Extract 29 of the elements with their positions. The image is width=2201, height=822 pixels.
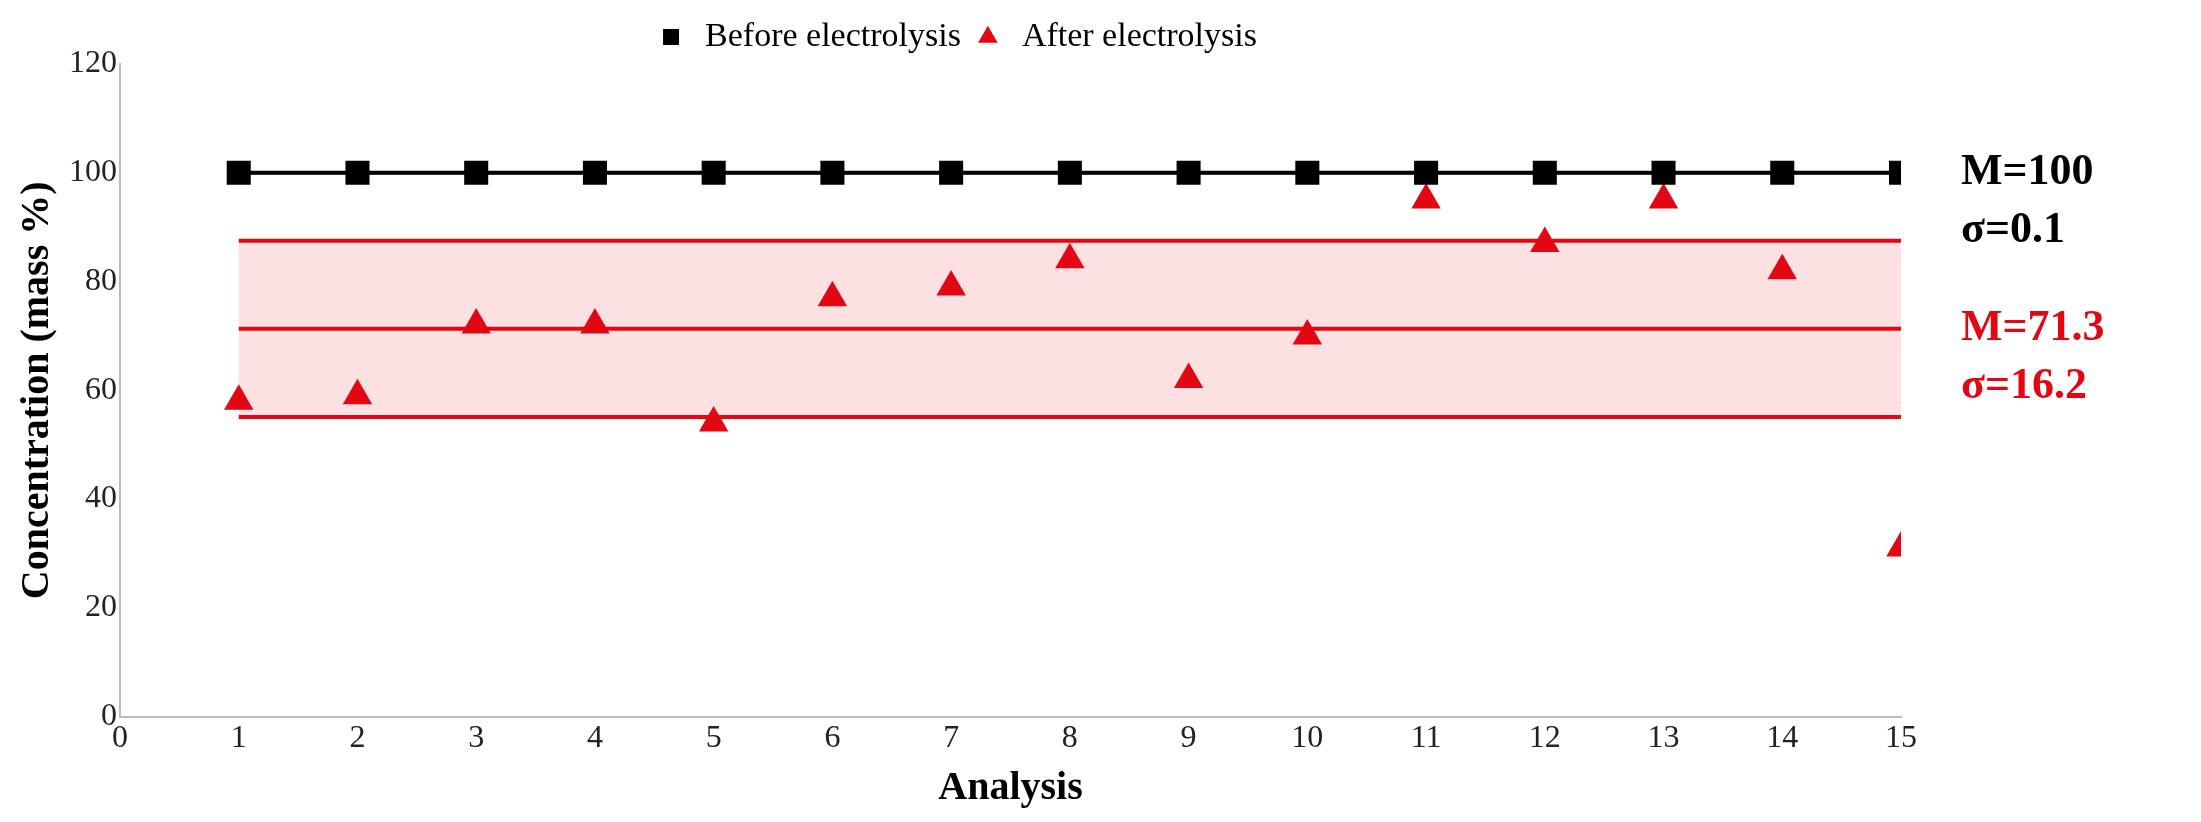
x-tick-label: 2 <box>349 718 366 755</box>
x-tick-label: 9 <box>1180 718 1197 755</box>
x-tick-label: 12 <box>1528 718 1561 755</box>
y-tick-label: 40 <box>85 478 117 515</box>
x-tick-label: 15 <box>1885 718 1917 755</box>
text: σ=0.1 <box>1961 203 2066 253</box>
legend-label: After electrolysis <box>1021 15 1257 53</box>
x-tick-label: 11 <box>1410 718 1442 755</box>
x-tick-label: 10 <box>1291 718 1324 755</box>
ref-line-label: M=71.3 <box>1961 301 2105 351</box>
x-tick-label: 14 <box>1766 718 1799 755</box>
x-tick-label: 6 <box>824 718 841 755</box>
x-tick-label: 4 <box>586 718 603 755</box>
band-label: σ=16.2 <box>1961 359 2088 409</box>
y-tick-label: 100 <box>69 152 117 189</box>
x-tick-label: 13 <box>1647 718 1680 755</box>
x-tick-label: 8 <box>1061 718 1078 755</box>
ref-line-label: M=100 <box>1961 145 2094 195</box>
x-tick-label: 5 <box>705 718 722 755</box>
y-tick-label: 120 <box>69 43 117 80</box>
x-axis-title: Analysis <box>938 763 1083 809</box>
x-tick-label: 1 <box>230 718 247 755</box>
y-tick-label: 60 <box>85 369 117 406</box>
x-tick-label: 7 <box>943 718 960 755</box>
x-tick-label: 3 <box>468 718 485 755</box>
legend-label: Before electrolysis <box>705 15 961 53</box>
y-tick-label: 20 <box>85 587 117 624</box>
y-axis-title: Concentration (mass %) <box>12 181 58 600</box>
y-tick-label: 80 <box>85 260 117 297</box>
